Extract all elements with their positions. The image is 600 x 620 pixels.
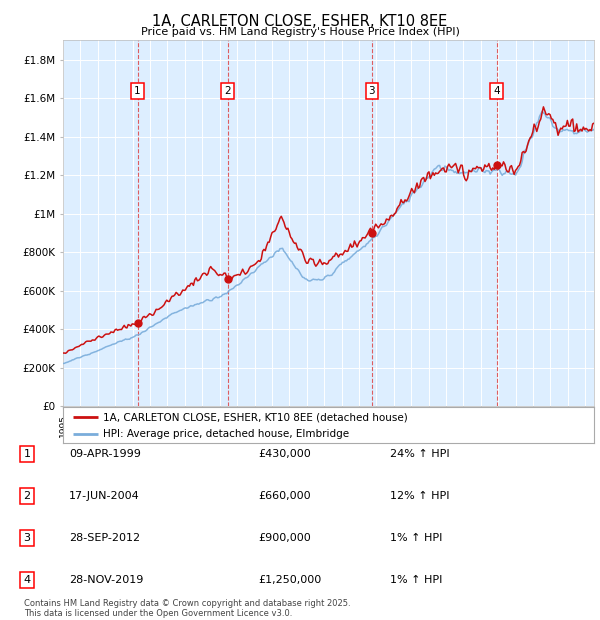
Text: Price paid vs. HM Land Registry's House Price Index (HPI): Price paid vs. HM Land Registry's House … [140, 27, 460, 37]
Text: 3: 3 [368, 86, 375, 96]
Text: £900,000: £900,000 [258, 533, 311, 543]
Text: HPI: Average price, detached house, Elmbridge: HPI: Average price, detached house, Elmb… [103, 428, 349, 438]
Text: 1A, CARLETON CLOSE, ESHER, KT10 8EE (detached house): 1A, CARLETON CLOSE, ESHER, KT10 8EE (det… [103, 412, 407, 422]
Text: 1: 1 [23, 449, 31, 459]
Text: Contains HM Land Registry data © Crown copyright and database right 2025.
This d: Contains HM Land Registry data © Crown c… [24, 599, 350, 618]
Text: 2: 2 [23, 491, 31, 501]
Text: 4: 4 [23, 575, 31, 585]
Text: 28-SEP-2012: 28-SEP-2012 [69, 533, 140, 543]
Text: 3: 3 [23, 533, 31, 543]
Text: 17-JUN-2004: 17-JUN-2004 [69, 491, 140, 501]
Text: 1: 1 [134, 86, 141, 96]
Text: 28-NOV-2019: 28-NOV-2019 [69, 575, 143, 585]
Text: 09-APR-1999: 09-APR-1999 [69, 449, 141, 459]
Text: 2: 2 [224, 86, 231, 96]
Text: £430,000: £430,000 [258, 449, 311, 459]
Text: £1,250,000: £1,250,000 [258, 575, 321, 585]
Text: 24% ↑ HPI: 24% ↑ HPI [390, 449, 449, 459]
Text: 1A, CARLETON CLOSE, ESHER, KT10 8EE: 1A, CARLETON CLOSE, ESHER, KT10 8EE [152, 14, 448, 29]
Text: 1% ↑ HPI: 1% ↑ HPI [390, 533, 442, 543]
Text: 4: 4 [493, 86, 500, 96]
Text: 12% ↑ HPI: 12% ↑ HPI [390, 491, 449, 501]
Text: 1% ↑ HPI: 1% ↑ HPI [390, 575, 442, 585]
Text: £660,000: £660,000 [258, 491, 311, 501]
